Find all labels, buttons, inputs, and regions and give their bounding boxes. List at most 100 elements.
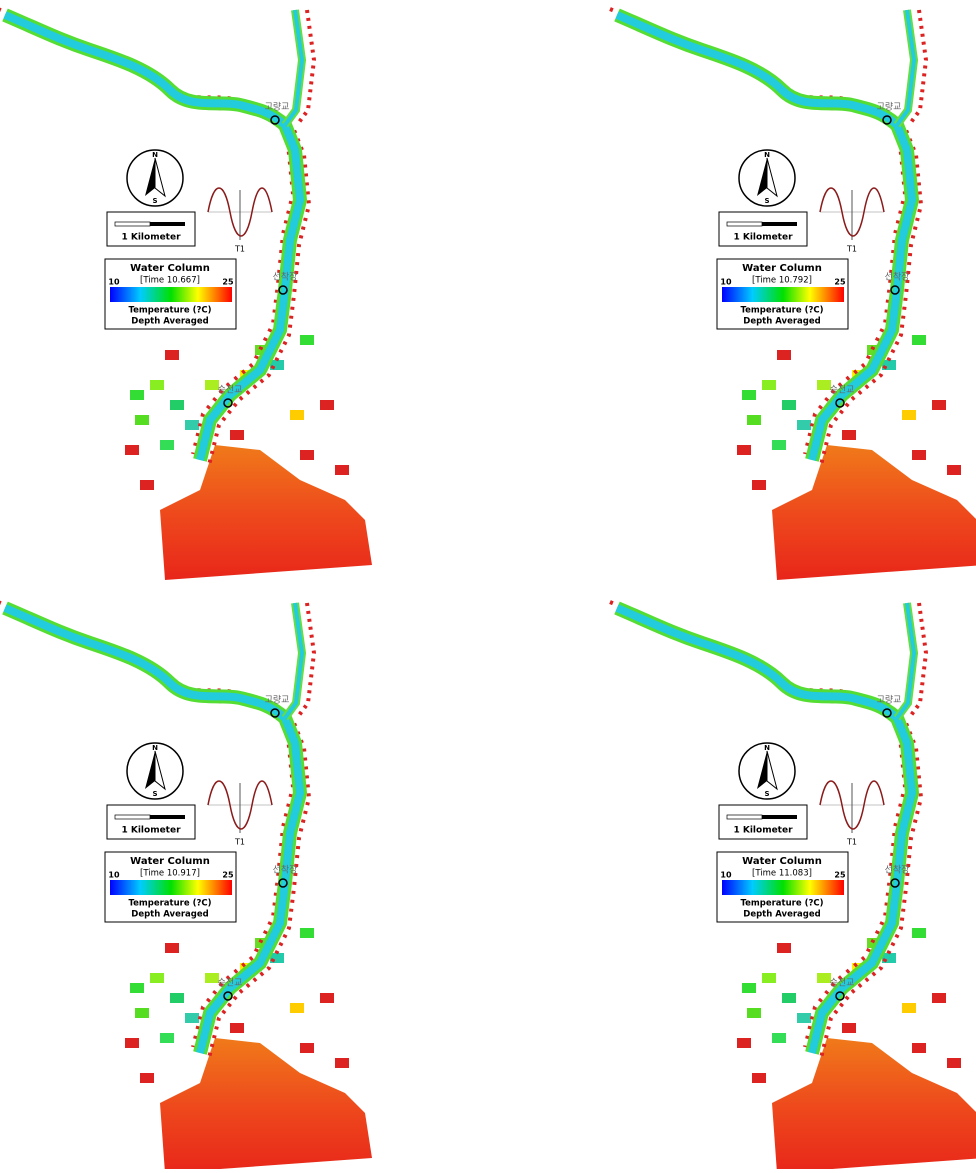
station-label: 승전교 bbox=[218, 385, 243, 396]
grid-cell bbox=[160, 440, 174, 450]
station-label: 선착장 bbox=[273, 272, 298, 283]
grid-cell bbox=[912, 335, 926, 345]
grid-cell bbox=[170, 400, 184, 410]
station-label: 선착장 bbox=[273, 865, 298, 876]
legend-time: [Time 11.083] bbox=[752, 869, 812, 879]
grid-cell bbox=[947, 1058, 961, 1068]
grid-cell bbox=[150, 380, 164, 390]
legend-time: [Time 10.792] bbox=[752, 276, 812, 286]
grid-cell bbox=[125, 445, 139, 455]
legend-method: Depth Averaged bbox=[131, 910, 208, 920]
color-bar bbox=[722, 880, 844, 895]
grid-cell bbox=[335, 465, 349, 475]
legend-title: Water Column bbox=[130, 263, 210, 274]
scale-bar bbox=[150, 815, 185, 819]
grid-cell bbox=[737, 445, 751, 455]
grid-cell bbox=[777, 350, 791, 360]
grid-cell bbox=[747, 415, 761, 425]
scale-bar bbox=[762, 815, 797, 819]
grid-cell bbox=[135, 1008, 149, 1018]
grid-cell bbox=[912, 928, 926, 938]
tide-label: T1 bbox=[846, 838, 857, 847]
compass-south: S bbox=[152, 197, 157, 205]
legend-quantity: Temperature (?C) bbox=[128, 306, 211, 316]
grid-cell bbox=[752, 1073, 766, 1083]
legend-min: 10 bbox=[720, 278, 732, 287]
grid-cell bbox=[165, 943, 179, 953]
legend-method: Depth Averaged bbox=[743, 910, 820, 920]
grid-cell bbox=[130, 983, 144, 993]
grid-cell bbox=[932, 400, 946, 410]
grid-cell bbox=[335, 1058, 349, 1068]
station-label: 고량교 bbox=[265, 694, 290, 706]
legend-min: 10 bbox=[720, 871, 732, 880]
grid-cell bbox=[797, 1013, 811, 1023]
station-label: 고량교 bbox=[877, 694, 902, 706]
grid-cell bbox=[777, 943, 791, 953]
sea-area bbox=[772, 445, 976, 580]
station-label: 승전교 bbox=[218, 978, 243, 989]
color-bar bbox=[110, 880, 232, 895]
legend-title: Water Column bbox=[130, 856, 210, 867]
figure: 고량교선착장승전교NS1 KilometerT1Water Column[Tim… bbox=[0, 0, 976, 1169]
grid-cell bbox=[135, 415, 149, 425]
grid-cell bbox=[912, 450, 926, 460]
compass-south: S bbox=[764, 197, 769, 205]
compass-north: N bbox=[764, 151, 770, 159]
legend-quantity: Temperature (?C) bbox=[128, 899, 211, 909]
station-label: 승전교 bbox=[830, 385, 855, 396]
legend-min: 10 bbox=[108, 278, 120, 287]
legend-max: 25 bbox=[222, 871, 234, 880]
compass-north: N bbox=[152, 744, 158, 752]
grid-cell bbox=[130, 390, 144, 400]
station-label: 고량교 bbox=[265, 101, 290, 113]
grid-cell bbox=[947, 465, 961, 475]
station-label: 선착장 bbox=[885, 865, 910, 876]
grid-cell bbox=[752, 480, 766, 490]
grid-cell bbox=[782, 993, 796, 1003]
grid-cell bbox=[320, 400, 334, 410]
grid-cell bbox=[300, 928, 314, 938]
legend-quantity: Temperature (?C) bbox=[740, 899, 823, 909]
scale-bar bbox=[115, 815, 150, 819]
grid-cell bbox=[842, 1023, 856, 1033]
grid-cell bbox=[842, 430, 856, 440]
tide-label: T1 bbox=[234, 838, 245, 847]
grid-cell bbox=[165, 350, 179, 360]
grid-cell bbox=[772, 440, 786, 450]
scale-bar bbox=[727, 222, 762, 226]
compass-north: N bbox=[152, 151, 158, 159]
grid-cell bbox=[300, 335, 314, 345]
scale-label: 1 Kilometer bbox=[121, 826, 181, 836]
legend-min: 10 bbox=[108, 871, 120, 880]
tide-label: T1 bbox=[846, 245, 857, 254]
sea-area bbox=[772, 1038, 976, 1169]
scale-label: 1 Kilometer bbox=[733, 233, 793, 243]
compass-south: S bbox=[152, 790, 157, 798]
grid-cell bbox=[772, 1033, 786, 1043]
grid-cell bbox=[170, 993, 184, 1003]
legend-time: [Time 10.917] bbox=[140, 869, 200, 879]
grid-cell bbox=[932, 993, 946, 1003]
legend-title: Water Column bbox=[742, 856, 822, 867]
scale-bar bbox=[762, 222, 797, 226]
grid-cell bbox=[150, 973, 164, 983]
legend-max: 25 bbox=[222, 278, 234, 287]
legend-title: Water Column bbox=[742, 263, 822, 274]
grid-cell bbox=[185, 1013, 199, 1023]
station-label: 선착장 bbox=[885, 272, 910, 283]
grid-cell bbox=[300, 450, 314, 460]
grid-cell bbox=[762, 973, 776, 983]
grid-cell bbox=[902, 410, 916, 420]
grid-cell bbox=[797, 420, 811, 430]
station-label: 고량교 bbox=[877, 101, 902, 113]
legend-quantity: Temperature (?C) bbox=[740, 306, 823, 316]
scale-bar bbox=[115, 222, 150, 226]
grid-cell bbox=[902, 1003, 916, 1013]
grid-cell bbox=[290, 1003, 304, 1013]
legend-method: Depth Averaged bbox=[743, 317, 820, 327]
tide-label: T1 bbox=[234, 245, 245, 254]
